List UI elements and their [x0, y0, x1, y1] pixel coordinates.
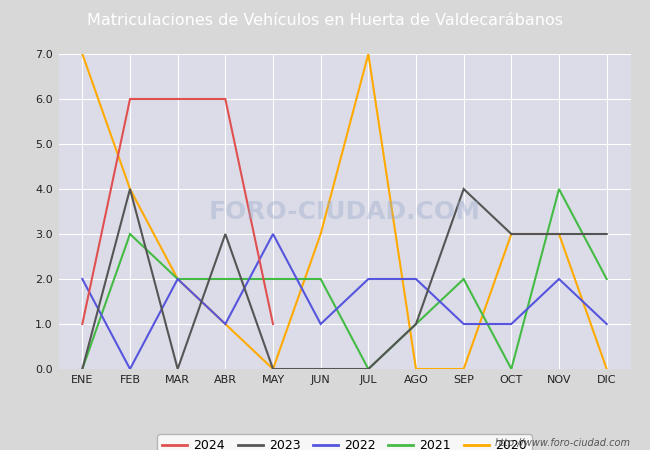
Legend: 2024, 2023, 2022, 2021, 2020: 2024, 2023, 2022, 2021, 2020 [157, 434, 532, 450]
Text: FORO-CIUDAD.COM: FORO-CIUDAD.COM [209, 199, 480, 224]
Text: Matriculaciones de Vehículos en Huerta de Valdecarábanos: Matriculaciones de Vehículos en Huerta d… [87, 13, 563, 28]
Text: http://www.foro-ciudad.com: http://www.foro-ciudad.com [495, 438, 630, 448]
